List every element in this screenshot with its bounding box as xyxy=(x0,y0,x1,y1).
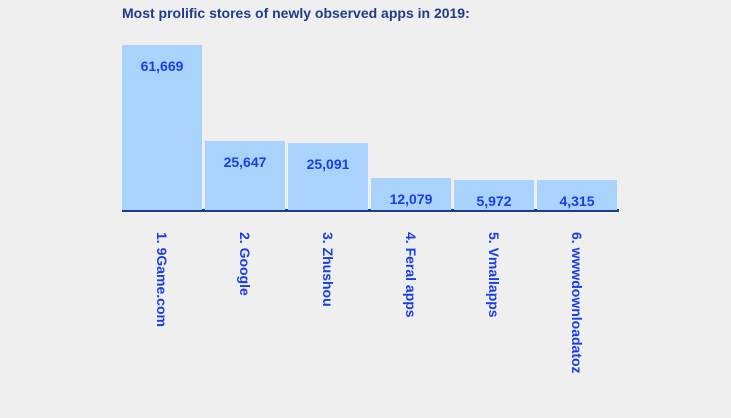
bar-2 xyxy=(205,141,285,210)
category-label: 3. Zhushou xyxy=(320,232,336,307)
chart-title: Most prolific stores of newly observed a… xyxy=(122,5,470,21)
bar-4 xyxy=(371,178,451,210)
category-label: 6. wwwdownloadatoz xyxy=(569,232,585,374)
bar-6 xyxy=(537,180,617,210)
bar-1 xyxy=(122,45,202,210)
x-axis-baseline xyxy=(122,209,619,212)
category-label: 5. Vmallapps xyxy=(486,232,502,318)
bar-value-label: 12,079 xyxy=(389,191,433,207)
category-label: 2. Google xyxy=(237,232,253,296)
category-label: 1. 9Game.com xyxy=(154,232,170,327)
bar-value-label: 61,669 xyxy=(140,58,184,74)
category-label: 4. Feral apps xyxy=(403,232,419,318)
bar-value-label: 5,972 xyxy=(476,193,512,209)
bar-value-label: 4,315 xyxy=(559,193,595,209)
bar-5 xyxy=(454,180,534,210)
bar-value-label: 25,091 xyxy=(306,156,350,172)
bar-value-label: 25,647 xyxy=(223,154,267,170)
bar-3 xyxy=(288,143,368,210)
